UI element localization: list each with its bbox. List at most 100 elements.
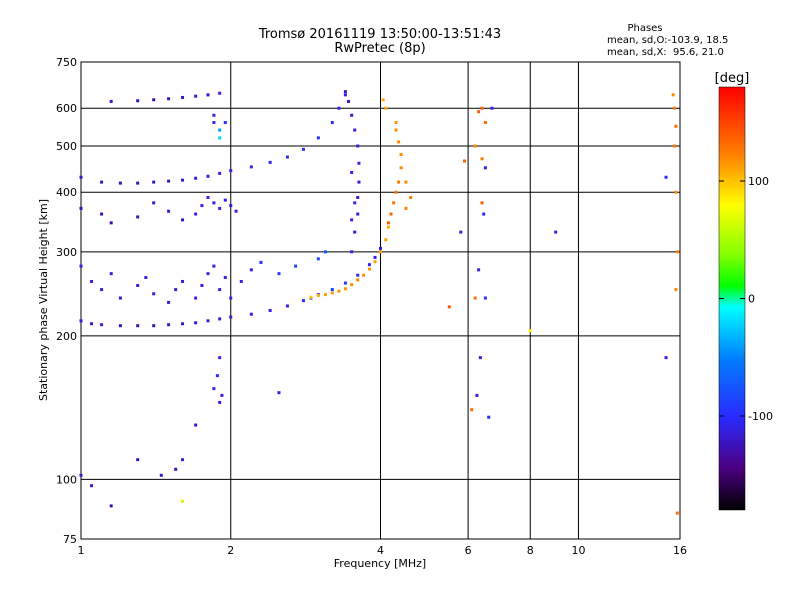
data-point [400,153,403,156]
data-points [80,90,679,514]
data-point [136,99,139,102]
data-point [409,196,412,199]
data-point [477,268,480,271]
data-point [294,265,297,268]
data-point [218,92,221,95]
data-point [269,161,272,164]
data-point [384,107,387,110]
data-point [347,100,350,103]
data-point [174,468,177,471]
data-point [317,257,320,260]
data-point [100,323,103,326]
data-point [167,323,170,326]
data-point [350,218,353,221]
data-point [229,316,232,319]
data-point [90,280,93,283]
data-point [110,221,113,224]
data-point [200,284,203,287]
data-point [250,268,253,271]
data-point [362,274,365,277]
data-point [80,176,83,179]
data-point [212,114,215,117]
data-point [152,98,155,101]
data-point [80,207,83,210]
data-point [218,172,221,175]
data-point [353,129,356,132]
data-point [356,144,359,147]
data-point [90,322,93,325]
data-point [474,144,477,147]
data-point [136,284,139,287]
data-point [224,199,227,202]
data-point [167,210,170,213]
data-point [395,191,398,194]
data-point [136,458,139,461]
data-point [235,210,238,213]
data-point [206,319,209,322]
data-point [331,291,334,294]
y-tick-label: 400 [56,186,77,199]
data-point [676,512,679,515]
data-point [277,272,280,275]
data-point [181,500,184,503]
data-point [286,156,289,159]
data-point [136,182,139,185]
data-point [374,260,377,263]
data-point [395,121,398,124]
data-point [216,374,219,377]
colorbar-tick-label: -100 [748,410,773,423]
data-point [136,215,139,218]
y-tick-label: 75 [63,533,77,546]
data-point [194,213,197,216]
data-point [167,180,170,183]
data-point [229,297,232,300]
data-point [100,213,103,216]
x-tick-label: 6 [465,544,472,557]
data-point [674,191,677,194]
colorbar-tick-label: 0 [748,293,755,306]
data-point [206,93,209,96]
data-point [302,299,305,302]
data-point [397,140,400,143]
data-point [80,319,83,322]
x-tick-label: 8 [527,544,534,557]
data-point [212,387,215,390]
data-point [344,90,347,93]
data-point [90,484,93,487]
data-point [344,93,347,96]
data-point [110,504,113,507]
data-point [477,110,480,113]
data-point [481,201,484,204]
y-tick-label: 500 [56,140,77,153]
data-point [368,268,371,271]
data-point [387,226,390,229]
data-point [459,231,462,234]
x-tick-label: 10 [571,544,585,557]
data-point [672,93,675,96]
data-point [206,175,209,178]
data-point [224,276,227,279]
data-point [384,238,387,241]
data-point [470,408,473,411]
data-point [212,201,215,204]
x-tick-label: 1 [78,544,85,557]
data-point [356,196,359,199]
data-point [374,256,377,259]
data-point [337,107,340,110]
data-point [395,129,398,132]
data-point [404,207,407,210]
data-point [331,288,334,291]
x-tick-label: 4 [377,544,384,557]
data-point [110,272,113,275]
data-point [250,313,253,316]
data-point [665,176,668,179]
data-point [356,213,359,216]
data-point [481,157,484,160]
data-point [463,160,466,163]
data-point [353,231,356,234]
data-point [331,121,334,124]
data-point [181,280,184,283]
data-point [324,293,327,296]
data-point [337,290,340,293]
